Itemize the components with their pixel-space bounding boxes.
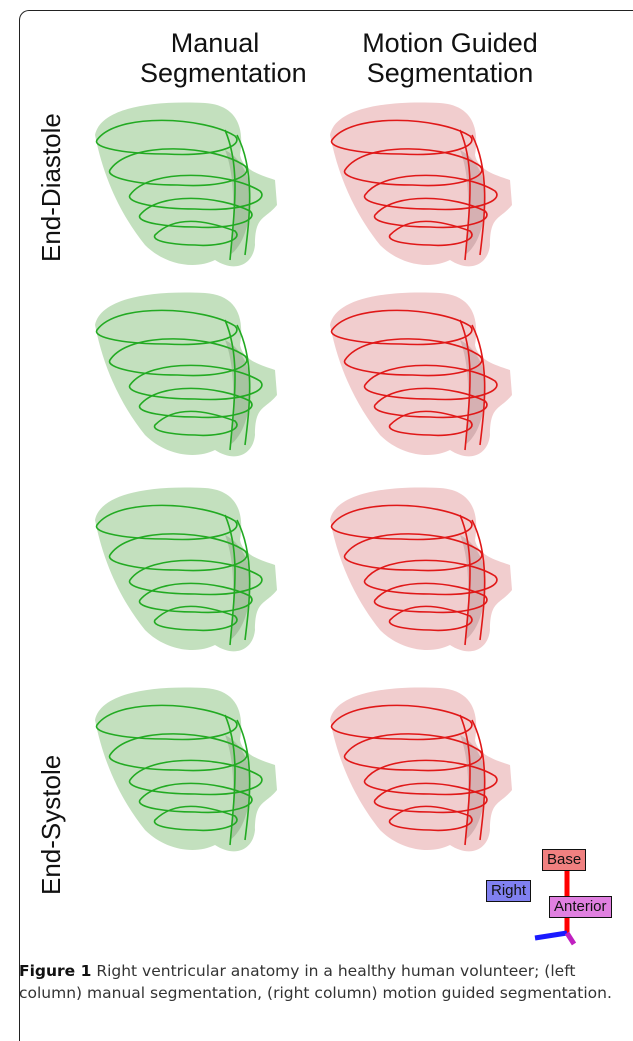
contour-loop bbox=[343, 148, 483, 187]
header-line: Motion Guided bbox=[362, 28, 538, 58]
contour-loop bbox=[128, 364, 263, 401]
contour-loop bbox=[363, 364, 498, 401]
vertical-contour bbox=[459, 129, 471, 261]
vertical-contour bbox=[224, 714, 236, 846]
vertical-contour bbox=[459, 714, 471, 846]
septum-shading bbox=[460, 340, 486, 445]
contour-loop bbox=[363, 559, 498, 596]
figure-caption: Figure 1 Right ventricular anatomy in a … bbox=[19, 960, 619, 1004]
column-header-motion-guided: Motion Guided Segmentation bbox=[330, 28, 570, 88]
contour-loop bbox=[343, 533, 483, 572]
figure-frame bbox=[19, 10, 633, 1041]
axis-label-anterior: Anterior bbox=[549, 896, 612, 918]
contour-loop bbox=[128, 759, 263, 796]
vertical-contour bbox=[459, 514, 471, 646]
ventricle-motion-3 bbox=[330, 487, 512, 652]
ventricle-motion-4 bbox=[330, 687, 512, 852]
contour-loop bbox=[343, 733, 483, 772]
column-header-manual: Manual Segmentation bbox=[140, 28, 307, 88]
heart-renderings bbox=[95, 102, 512, 852]
axis-label-base: Base bbox=[542, 849, 587, 871]
contour-loop bbox=[363, 174, 498, 211]
contour-loop bbox=[95, 119, 238, 156]
contour-loop bbox=[95, 504, 238, 541]
contour-loop bbox=[108, 338, 248, 377]
contour-loop bbox=[128, 174, 263, 211]
caption-label: Figure 1 bbox=[19, 962, 92, 980]
septum-shading bbox=[225, 735, 251, 840]
vertical-contour bbox=[471, 719, 486, 841]
ventricle-manual-3 bbox=[95, 487, 277, 652]
contour-loop bbox=[108, 533, 248, 572]
vertical-contour bbox=[459, 319, 471, 451]
vertical-contour bbox=[224, 319, 236, 451]
ventricle-manual-2 bbox=[95, 292, 277, 457]
contour-loop bbox=[95, 704, 238, 741]
vertical-contour bbox=[471, 519, 486, 641]
vertical-contour bbox=[471, 324, 486, 446]
ventricle-motion-1 bbox=[330, 102, 512, 267]
contour-loop bbox=[343, 338, 483, 377]
vertical-contour bbox=[224, 514, 236, 646]
contour-loop bbox=[330, 309, 473, 346]
septum-shading bbox=[225, 150, 251, 255]
ventricle-manual-1 bbox=[95, 102, 277, 267]
contour-loop bbox=[108, 733, 248, 772]
vertical-contour bbox=[236, 719, 251, 841]
contour-loop bbox=[128, 559, 263, 596]
vertical-contour bbox=[224, 129, 236, 261]
contour-loop bbox=[95, 309, 238, 346]
header-line: Segmentation bbox=[366, 58, 534, 88]
caption-text: Right ventricular anatomy in a healthy h… bbox=[19, 962, 612, 1002]
ventricle-manual-4 bbox=[95, 687, 277, 852]
vertical-contour bbox=[471, 134, 486, 256]
contour-loop bbox=[330, 704, 473, 741]
header-line: Segmentation bbox=[140, 58, 307, 88]
septum-shading bbox=[225, 535, 251, 640]
contour-loop bbox=[108, 148, 248, 187]
septum-shading bbox=[460, 735, 486, 840]
axis-label-right: Right bbox=[486, 880, 532, 902]
septum-shading bbox=[225, 340, 251, 445]
septum-shading bbox=[460, 150, 486, 255]
ventricle-motion-2 bbox=[330, 292, 512, 457]
contour-loop bbox=[330, 119, 473, 156]
vertical-contour bbox=[236, 324, 251, 446]
vertical-contour bbox=[236, 519, 251, 641]
header-line: Manual bbox=[170, 28, 260, 58]
contour-loop bbox=[363, 759, 498, 796]
vertical-contour bbox=[236, 134, 251, 256]
septum-shading bbox=[460, 535, 486, 640]
contour-loop bbox=[330, 504, 473, 541]
